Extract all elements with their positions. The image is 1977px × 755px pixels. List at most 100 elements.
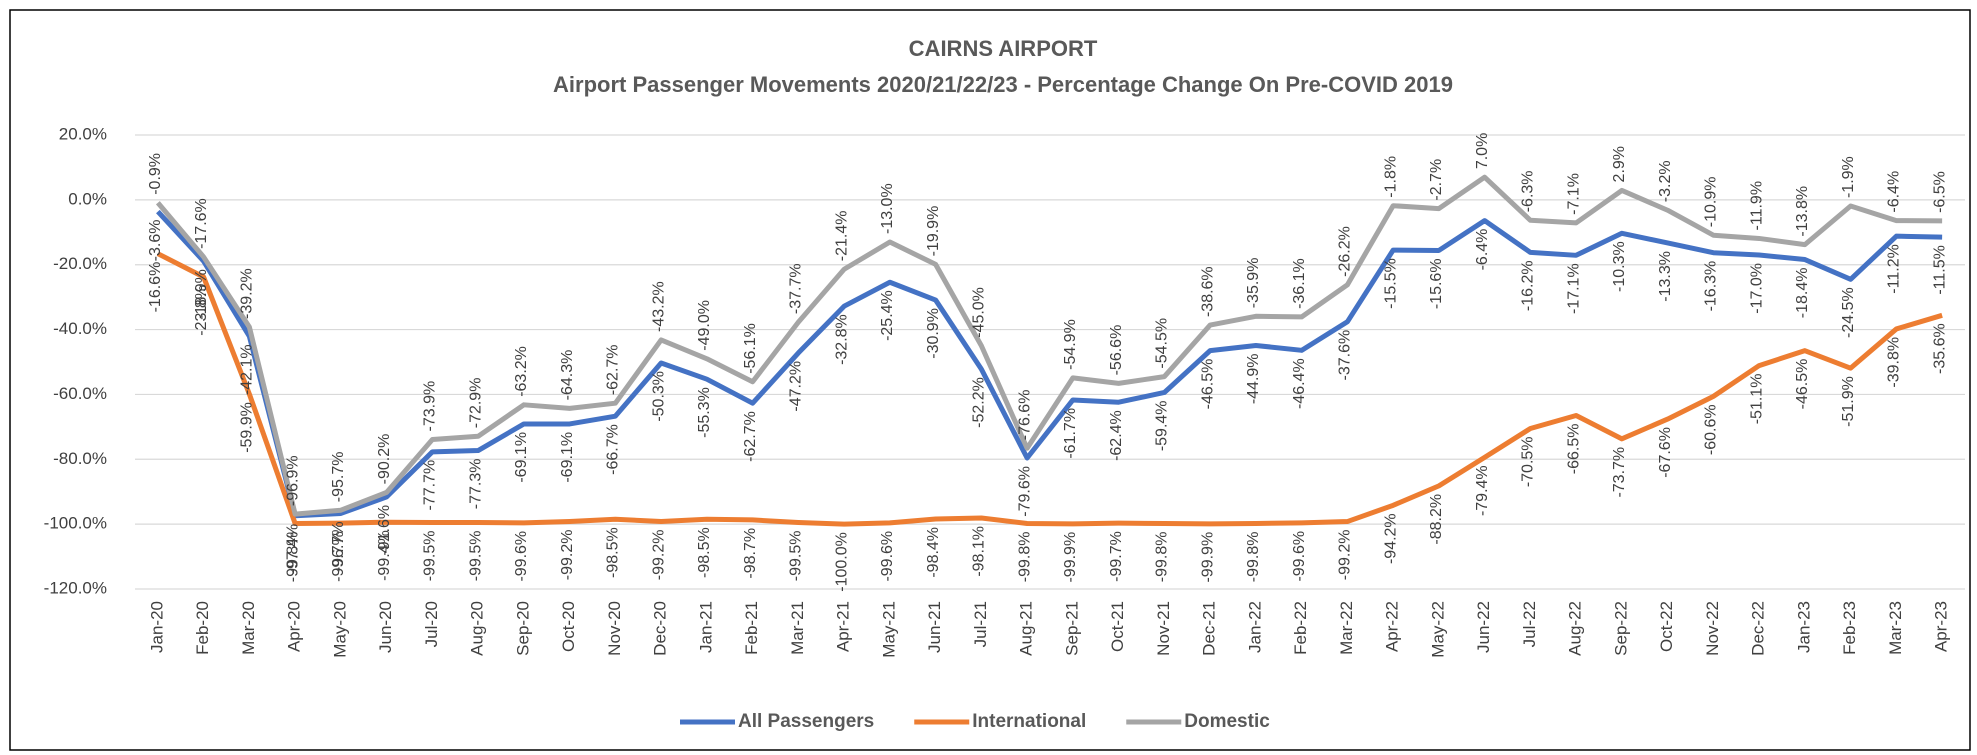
data-label: -49.0% bbox=[696, 300, 713, 351]
data-label: -1.9% bbox=[1840, 156, 1857, 198]
data-label: -72.9% bbox=[467, 378, 484, 429]
x-tick-label: Jan-21 bbox=[696, 601, 715, 653]
x-tick-label: Apr-23 bbox=[1932, 601, 1951, 652]
legend-label: All Passengers bbox=[738, 711, 874, 732]
data-label: -99.7% bbox=[330, 531, 347, 582]
data-label: -77.3% bbox=[467, 459, 484, 510]
data-label: -39.2% bbox=[239, 268, 256, 319]
data-label: -11.2% bbox=[1886, 244, 1903, 294]
data-label: -13.3% bbox=[1657, 251, 1674, 302]
x-tick-label: May-20 bbox=[330, 601, 349, 658]
data-label: -21.4% bbox=[833, 211, 850, 262]
x-tick-label: Nov-22 bbox=[1703, 601, 1722, 656]
data-label: -37.6% bbox=[1337, 330, 1354, 381]
x-tick-label: Jun-21 bbox=[925, 601, 944, 653]
x-tick-label: Mar-22 bbox=[1337, 601, 1356, 655]
data-label: -99.8% bbox=[284, 531, 301, 582]
data-label: -62.4% bbox=[1108, 410, 1125, 461]
data-label: -35.6% bbox=[1931, 323, 1948, 374]
data-label: -3.6% bbox=[147, 220, 164, 262]
data-label: -6.4% bbox=[1474, 229, 1491, 271]
data-label: -99.9% bbox=[1199, 532, 1216, 583]
data-label: -37.7% bbox=[788, 263, 805, 314]
data-label: -98.1% bbox=[971, 526, 988, 577]
x-tick-label: Mar-21 bbox=[788, 601, 807, 655]
y-tick-label: -20.0% bbox=[53, 254, 107, 273]
data-label: -13.0% bbox=[879, 183, 896, 234]
x-tick-label: Oct-21 bbox=[1108, 601, 1127, 652]
data-label: -70.5% bbox=[1520, 436, 1537, 487]
series-line bbox=[156, 209, 1943, 519]
chart-frame bbox=[9, 9, 1971, 751]
x-tick-label: Jan-20 bbox=[147, 601, 166, 653]
chart-title: CAIRNS AIRPORT bbox=[909, 36, 1098, 61]
data-label: -79.6% bbox=[1016, 466, 1033, 517]
x-tick-label: Nov-20 bbox=[605, 601, 624, 656]
data-label: -99.8% bbox=[1016, 531, 1033, 582]
data-label: -91.6% bbox=[376, 505, 393, 556]
data-label: -16.2% bbox=[1520, 260, 1537, 311]
y-tick-label: -120.0% bbox=[44, 578, 107, 597]
x-tick-label: Dec-21 bbox=[1200, 601, 1219, 656]
data-label: -96.7% bbox=[330, 521, 347, 572]
data-label: -17.6% bbox=[193, 198, 210, 249]
data-label: -59.9% bbox=[239, 402, 256, 453]
data-label: -64.3% bbox=[559, 350, 576, 401]
data-label: -67.6% bbox=[1657, 427, 1674, 478]
data-label: -77.7% bbox=[422, 460, 439, 511]
data-label: -32.8% bbox=[833, 314, 850, 365]
data-label: -46.5% bbox=[1794, 359, 1811, 410]
data-label: -2.7% bbox=[1428, 159, 1445, 201]
data-label: -96.9% bbox=[284, 455, 301, 506]
x-tick-label: Jul-21 bbox=[971, 601, 990, 647]
data-label: -51.9% bbox=[1840, 376, 1857, 427]
data-label: -54.5% bbox=[1154, 318, 1171, 369]
data-label: -97.4% bbox=[284, 524, 301, 575]
data-label: -46.4% bbox=[1291, 358, 1308, 409]
data-label: -0.9% bbox=[147, 153, 164, 195]
data-label: -11.5% bbox=[1931, 245, 1948, 295]
data-label: -95.7% bbox=[330, 451, 347, 502]
x-tick-label: Sep-20 bbox=[513, 601, 532, 656]
data-label: -15.6% bbox=[1428, 258, 1445, 309]
x-tick-label: Feb-22 bbox=[1291, 601, 1310, 655]
data-label: -56.6% bbox=[1108, 325, 1125, 376]
x-tick-label: Jul-22 bbox=[1520, 601, 1539, 647]
data-label: -16.3% bbox=[1703, 261, 1720, 312]
x-tick-label: Jun-22 bbox=[1474, 601, 1493, 653]
data-label: -38.6% bbox=[1199, 266, 1216, 317]
data-label: -52.2% bbox=[971, 377, 988, 428]
data-label: -56.1% bbox=[742, 323, 759, 374]
x-tick-label: May-21 bbox=[879, 601, 898, 658]
x-tick-label: Oct-22 bbox=[1657, 601, 1676, 652]
data-label: -99.5% bbox=[422, 531, 439, 582]
data-label: -30.9% bbox=[925, 308, 942, 359]
data-label: -23.8% bbox=[193, 285, 210, 336]
data-label: 7.0% bbox=[1474, 133, 1491, 169]
x-tick-label: Jul-20 bbox=[422, 601, 441, 647]
y-tick-label: 0.0% bbox=[68, 189, 107, 208]
data-label: -99.4% bbox=[376, 530, 393, 581]
data-label: -99.6% bbox=[879, 531, 896, 582]
data-label: -99.5% bbox=[788, 531, 805, 582]
data-label: -73.9% bbox=[422, 381, 439, 432]
x-tick-label: Feb-21 bbox=[742, 601, 761, 655]
data-label: -69.1% bbox=[559, 432, 576, 483]
data-label: -39.8% bbox=[1886, 337, 1903, 388]
data-label: -17.1% bbox=[1565, 263, 1582, 314]
data-label: -98.7% bbox=[742, 528, 759, 579]
data-label: -99.2% bbox=[559, 530, 576, 581]
data-label: -99.8% bbox=[1154, 531, 1171, 582]
data-label: -10.9% bbox=[1703, 177, 1720, 228]
x-tick-label: Aug-22 bbox=[1566, 601, 1585, 656]
data-label: -76.6% bbox=[1016, 390, 1033, 441]
data-label: -16.6% bbox=[147, 262, 164, 313]
y-tick-label: -100.0% bbox=[44, 514, 107, 533]
x-tick-label: Jun-20 bbox=[376, 601, 395, 653]
data-label: -66.7% bbox=[605, 424, 622, 475]
data-label: -99.6% bbox=[1291, 531, 1308, 582]
data-label: -60.6% bbox=[1703, 404, 1720, 455]
legend-label: Domestic bbox=[1184, 711, 1270, 732]
data-label: -44.9% bbox=[1245, 353, 1262, 404]
